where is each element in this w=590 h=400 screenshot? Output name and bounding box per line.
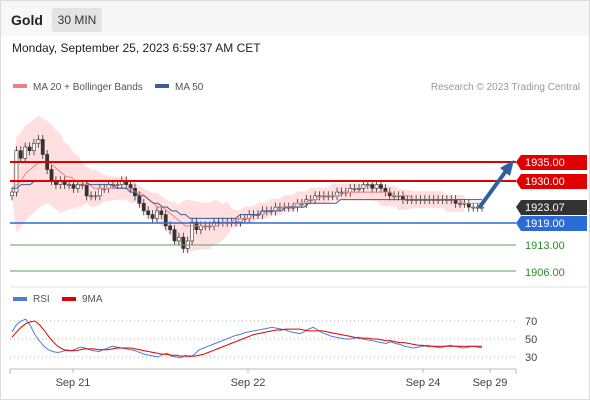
rsi-line xyxy=(11,318,483,359)
candle-body xyxy=(155,210,159,219)
candle-body xyxy=(115,184,120,186)
candle-body xyxy=(137,195,142,204)
ma9-legend-swatch xyxy=(62,297,76,301)
candle-body xyxy=(18,150,23,159)
candle-body xyxy=(379,184,383,189)
ma20-legend-label: MA 20 + Bollinger Bands xyxy=(33,82,143,93)
candle-body xyxy=(190,221,194,242)
last-price-badge xyxy=(516,200,587,215)
rsi-ma9-line xyxy=(11,320,482,357)
candle-body xyxy=(198,225,203,230)
candle-body xyxy=(370,184,375,189)
candle-body xyxy=(84,184,89,197)
pivot-badge xyxy=(516,216,587,231)
candle-body xyxy=(23,146,28,159)
ma20-line xyxy=(11,161,482,227)
last-price-value: 1923.07 xyxy=(525,202,565,214)
ma50-legend-label: MA 50 xyxy=(175,82,204,93)
rsi-ticks: 70 50 30 xyxy=(525,316,537,364)
candle-body xyxy=(458,203,462,205)
rsi-legend-swatch xyxy=(13,297,27,301)
candle-body xyxy=(75,184,80,189)
x-ticks: Sep 21 Sep 22 Sep 24 Sep 29 xyxy=(56,369,508,389)
resistance-2-badge xyxy=(516,155,587,170)
candle-body xyxy=(40,139,45,155)
timeframe-button[interactable]: 30 MIN xyxy=(52,8,102,32)
ma9-legend-label: 9MA xyxy=(82,294,103,305)
candle-body xyxy=(295,203,300,208)
chart-datetime: Monday, September 25, 2023 6:59:37 AM CE… xyxy=(12,41,261,55)
candle-body xyxy=(357,188,361,190)
resistance-1-value: 1930.00 xyxy=(525,176,565,188)
candle-body xyxy=(80,184,85,186)
candle-body xyxy=(97,188,102,197)
rsi-tick-label: 70 xyxy=(525,316,537,328)
rsi-tick-label: 30 xyxy=(525,352,537,364)
candle-body xyxy=(361,184,366,189)
resistance-2-value: 1935.00 xyxy=(525,157,565,169)
ma50-line xyxy=(12,180,482,219)
candle-body xyxy=(313,195,317,200)
candle-body xyxy=(168,225,173,230)
candle-body xyxy=(466,203,471,208)
candle-body xyxy=(27,146,32,152)
candle-body xyxy=(106,184,111,189)
candle-body xyxy=(36,139,41,144)
candle-body xyxy=(141,203,146,212)
candle-body xyxy=(71,184,76,189)
candle-body xyxy=(453,199,458,204)
resistance-1-badge xyxy=(516,174,587,189)
candle-body xyxy=(181,236,186,249)
support-2-value: 1906.00 xyxy=(525,267,565,279)
candles-group xyxy=(10,134,484,253)
candle-body xyxy=(348,188,353,193)
candle-body xyxy=(159,210,164,215)
forecast-arrow-shaft xyxy=(477,169,508,210)
candle-body xyxy=(335,191,339,197)
candle-body xyxy=(383,188,388,193)
candle-body xyxy=(89,195,93,198)
pivot-value: 1919.00 xyxy=(525,218,565,230)
candle-body xyxy=(10,191,14,197)
x-tick-label: Sep 24 xyxy=(406,377,441,389)
candle-body xyxy=(93,195,98,198)
ma50-legend-swatch xyxy=(155,84,169,88)
top-bar: Gold 30 MIN xyxy=(1,1,589,36)
rsi-legend-label: RSI xyxy=(33,294,50,305)
candle-body xyxy=(150,214,155,219)
candle-body xyxy=(128,184,133,189)
candle-body xyxy=(32,142,36,152)
candle-body xyxy=(471,206,476,209)
candle-body xyxy=(374,184,379,189)
credit-label: Research © 2023 Trading Central xyxy=(431,82,580,93)
candle-body xyxy=(177,236,181,242)
ma20-legend-swatch xyxy=(13,84,27,88)
rsi-tick-label: 50 xyxy=(525,334,537,346)
x-tick-label: Sep 22 xyxy=(231,377,266,389)
candle-body xyxy=(163,214,168,227)
x-tick-label: Sep 29 xyxy=(473,377,508,389)
candle-body xyxy=(352,188,357,190)
support-1-value: 1913.00 xyxy=(525,240,565,252)
candle-body xyxy=(146,210,151,215)
x-tick-label: Sep 21 xyxy=(56,377,91,389)
candle-body xyxy=(365,184,370,186)
candle-body xyxy=(401,195,405,200)
candle-body xyxy=(67,184,72,186)
candle-body xyxy=(339,191,344,194)
bollinger-band xyxy=(12,115,465,252)
symbol-label: Gold xyxy=(11,12,43,28)
forecast-arrow-head xyxy=(500,160,514,176)
candle-body xyxy=(14,150,19,193)
candle-body xyxy=(49,169,54,182)
candle-body xyxy=(238,218,243,223)
candle-body xyxy=(172,229,177,242)
candle-body xyxy=(392,195,397,198)
